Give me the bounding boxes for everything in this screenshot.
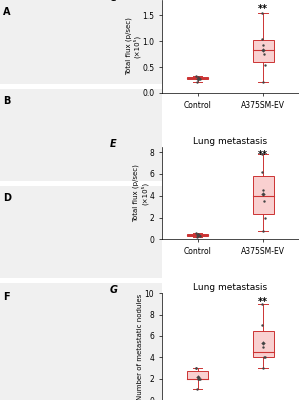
Point (262, 198, 266, 204)
Point (263, 61, 267, 68)
Bar (187, 234, 208, 236)
Point (195, 76, 200, 82)
Point (263, 354, 267, 360)
Point (196, 75, 201, 82)
Text: **: ** (258, 4, 268, 14)
Text: **: ** (258, 150, 268, 160)
Point (195, 78, 200, 85)
Bar (253, 176, 274, 214)
Point (195, 386, 200, 392)
Y-axis label: Number of metastatic nodules: Number of metastatic nodules (137, 294, 143, 400)
Point (195, 234, 200, 240)
Bar (187, 371, 208, 379)
Point (194, 365, 199, 371)
Point (194, 73, 199, 80)
Point (261, 340, 266, 346)
Point (263, 214, 267, 221)
Text: **: ** (258, 298, 268, 308)
Point (261, 46, 266, 53)
Point (196, 376, 201, 382)
Point (194, 230, 199, 236)
Text: C: C (110, 0, 117, 2)
Text: F: F (3, 292, 10, 302)
Point (261, 343, 266, 350)
Point (197, 376, 202, 382)
Point (197, 232, 202, 239)
Y-axis label: Total flux (p/sec)
(×10⁵): Total flux (p/sec) (×10⁵) (133, 164, 148, 222)
Y-axis label: Total flux (p/sec)
(×10⁵): Total flux (p/sec) (×10⁵) (126, 18, 141, 75)
Point (262, 354, 266, 360)
Point (259, 322, 264, 328)
Point (195, 232, 200, 238)
Text: B: B (3, 96, 10, 106)
Point (196, 376, 201, 382)
Point (259, 10, 264, 16)
Point (194, 365, 199, 371)
Point (260, 228, 265, 234)
Title: Lung metastasis: Lung metastasis (193, 137, 268, 146)
Text: G: G (110, 284, 118, 294)
Point (196, 231, 201, 237)
Point (261, 187, 266, 194)
Point (259, 36, 264, 42)
Bar (253, 40, 274, 62)
Point (196, 74, 201, 81)
Point (261, 191, 266, 198)
Point (260, 78, 265, 85)
Point (260, 365, 265, 371)
Bar (187, 78, 208, 80)
Point (259, 151, 264, 158)
Text: A: A (3, 7, 11, 17)
Point (259, 168, 264, 175)
Text: E: E (110, 139, 116, 149)
Text: D: D (3, 193, 11, 203)
Bar (253, 330, 274, 357)
Point (197, 76, 202, 83)
Point (259, 301, 264, 307)
Point (262, 51, 266, 58)
Point (261, 42, 266, 49)
Title: Lung metastasis: Lung metastasis (193, 283, 268, 292)
Point (195, 374, 200, 380)
Point (196, 231, 201, 238)
